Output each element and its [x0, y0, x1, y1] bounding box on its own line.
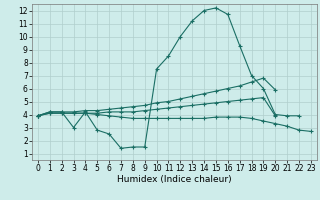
- X-axis label: Humidex (Indice chaleur): Humidex (Indice chaleur): [117, 175, 232, 184]
